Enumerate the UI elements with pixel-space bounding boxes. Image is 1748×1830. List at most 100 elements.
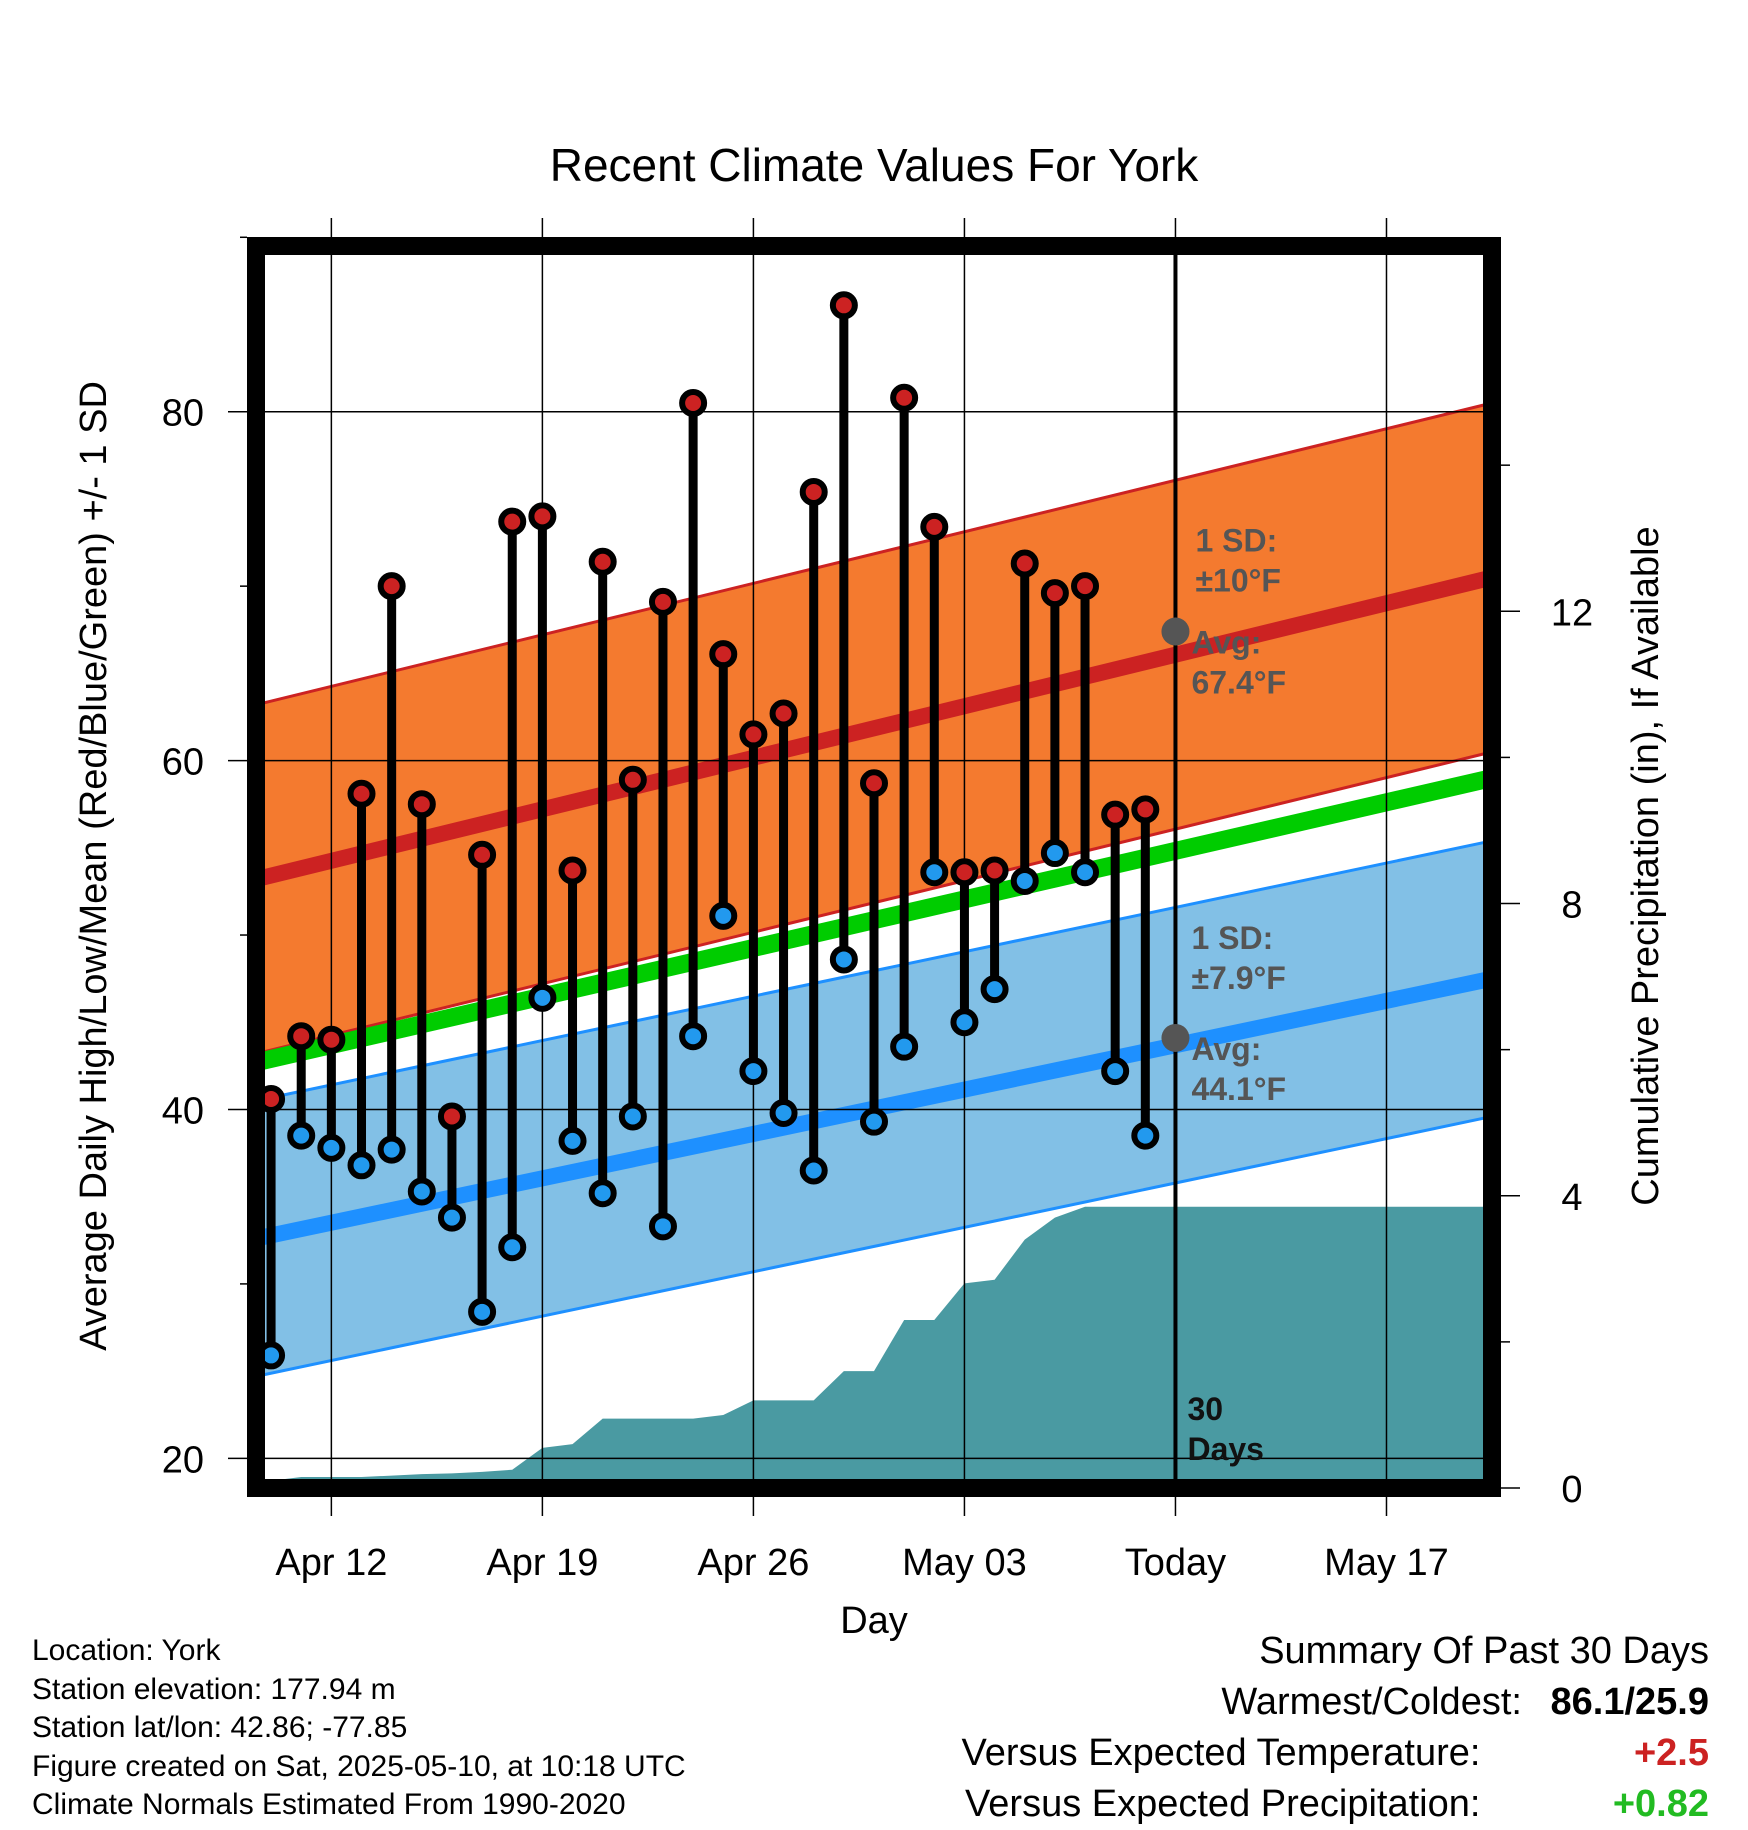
daily-low-point: [437, 1203, 466, 1232]
high-sd-annotation: ±10°F: [1195, 563, 1281, 599]
daily-low-point: [468, 1297, 497, 1326]
y-axis-title: Average Daily High/Low/Mean (Red/Blue/Gr…: [73, 381, 115, 1351]
daily-high-point: [317, 1025, 346, 1054]
low-avg-annotation: 44.1°F: [1191, 1071, 1286, 1107]
daily-high-point: [679, 388, 708, 417]
summary-heading: Summary Of Past 30 Days: [1259, 1630, 1709, 1672]
normal-low-band-lower-edge: [255, 1114, 1493, 1378]
x-tick-label: Apr 12: [275, 1542, 387, 1584]
daily-low-point: [377, 1135, 406, 1164]
normal-high-band-upper-edge: [255, 401, 1493, 707]
warmest-coldest-row: Warmest/Coldest: 86.1/25.9: [962, 1677, 1709, 1728]
location-text: Location: York: [32, 1634, 221, 1667]
warmest-coldest-value: 86.1/25.9: [1550, 1681, 1709, 1723]
daily-high-point: [618, 765, 647, 794]
low-avg-annotation: Avg:: [1191, 1031, 1261, 1067]
warmest-coldest-label: Warmest/Coldest:: [1221, 1681, 1522, 1723]
y-tick-label: 40: [162, 1090, 204, 1132]
today-days-label: Days: [1187, 1431, 1264, 1467]
daily-low-point: [1101, 1057, 1130, 1086]
elevation-text: Station elevation: 177.94 m: [32, 1672, 396, 1706]
daily-high-point: [648, 587, 677, 616]
daily-high-point: [709, 640, 738, 669]
high-avg-annotation: 67.4°F: [1191, 665, 1286, 701]
today-days-label: 30: [1187, 1391, 1223, 1427]
today-high-avg-marker: [1161, 617, 1190, 646]
daily-low-point: [1131, 1121, 1160, 1150]
latlon-text: Station lat/lon: 42.86; -77.85: [32, 1711, 408, 1744]
y-tick-label: 20: [162, 1439, 204, 1481]
y2-tick-label: 12: [1551, 592, 1593, 634]
chart-title: Recent Climate Values For York: [550, 139, 1200, 191]
created-text: Figure created on Sat, 2025-05-10, at 10…: [32, 1749, 686, 1783]
daily-high-point: [799, 477, 828, 506]
x-tick-label: Apr 19: [486, 1542, 598, 1584]
x-tick-label: May 03: [902, 1542, 1027, 1584]
daily-high-point: [860, 769, 888, 798]
daily-high-point: [588, 547, 617, 576]
today-low-avg-marker: [1161, 1023, 1190, 1052]
high-sd-annotation: 1 SD:: [1195, 523, 1277, 559]
daily-high-point: [739, 720, 768, 749]
daily-high-point: [829, 291, 858, 320]
plot-frame: [247, 237, 1501, 1497]
y2-tick-label: 8: [1561, 885, 1582, 927]
daily-high-point: [407, 790, 436, 819]
temperature-anomaly-value: +2.5: [1633, 1732, 1709, 1774]
daily-low-point: [498, 1233, 527, 1262]
daily-high-point: [498, 507, 527, 536]
daily-low-point: [347, 1151, 376, 1180]
daily-high-point: [769, 699, 798, 728]
daily-low-point: [1040, 839, 1069, 868]
high-avg-annotation: Avg:: [1191, 625, 1261, 661]
daily-high-point: [287, 1022, 316, 1051]
precipitation-anomaly-row: Versus Expected Precipitation: +0.82: [962, 1779, 1709, 1830]
y2-axis-title: Cumulative Precipitation (in), If Availa…: [1625, 526, 1667, 1205]
daily-low-point: [860, 1107, 888, 1136]
normals-text: Climate Normals Estimated From 1990-2020: [32, 1788, 626, 1821]
daily-low-point: [890, 1032, 919, 1061]
normal-high-avg-line: [254, 569, 1494, 887]
daily-high-point: [1131, 795, 1160, 824]
summary-panel: Summary Of Past 30 Days Warmest/Coldest:…: [962, 1626, 1709, 1830]
daily-high-point: [1010, 549, 1039, 578]
daily-low-point: [950, 1008, 979, 1037]
daily-low-point: [799, 1156, 828, 1185]
daily-low-point: [1010, 866, 1039, 895]
low-sd-annotation: ±7.9°F: [1191, 960, 1285, 996]
daily-low-point: [769, 1098, 798, 1127]
daily-high-point: [1040, 579, 1069, 608]
x-tick-label: May 17: [1324, 1542, 1449, 1584]
daily-low-point: [739, 1057, 768, 1086]
temperature-anomaly-row: Versus Expected Temperature: +2.5: [962, 1728, 1709, 1779]
daily-low-point: [588, 1179, 617, 1208]
daily-high-point: [890, 383, 919, 412]
daily-low-point: [679, 1022, 708, 1051]
daily-low-point: [709, 901, 738, 930]
daily-high-point: [1071, 572, 1100, 601]
daily-low-point: [317, 1133, 346, 1162]
daily-low-point: [920, 858, 949, 887]
x-tick-label: Apr 26: [697, 1542, 809, 1584]
daily-high-point: [950, 858, 979, 887]
daily-high-point: [377, 572, 406, 601]
daily-low-point: [829, 945, 858, 974]
daily-high-point: [980, 856, 1009, 885]
daily-high-point: [1101, 800, 1130, 829]
daily-low-point: [558, 1126, 587, 1155]
cumulative-precipitation-area: [256, 1206, 1492, 1488]
daily-low-point: [980, 975, 1009, 1004]
daily-low-point: [1071, 858, 1100, 887]
plot-area: 1 SD: ±10°F Avg: 67.4°F 1 SD: ±7.9°F Avg: 44.1°…: [162, 218, 1593, 1584]
daily-high-point: [920, 512, 949, 541]
station-info: Location: York Station elevation: 177.94…: [32, 1632, 686, 1825]
precipitation-anomaly-label: Versus Expected Precipitation:: [965, 1783, 1481, 1825]
precipitation-anomaly-value: +0.82: [1612, 1783, 1709, 1825]
daily-low-point: [287, 1121, 316, 1150]
x-tick-label: Today: [1125, 1542, 1226, 1584]
daily-low-point: [528, 983, 557, 1012]
daily-low-point: [648, 1212, 677, 1241]
daily-high-point: [468, 840, 497, 869]
y2-tick-label: 0: [1561, 1469, 1582, 1511]
